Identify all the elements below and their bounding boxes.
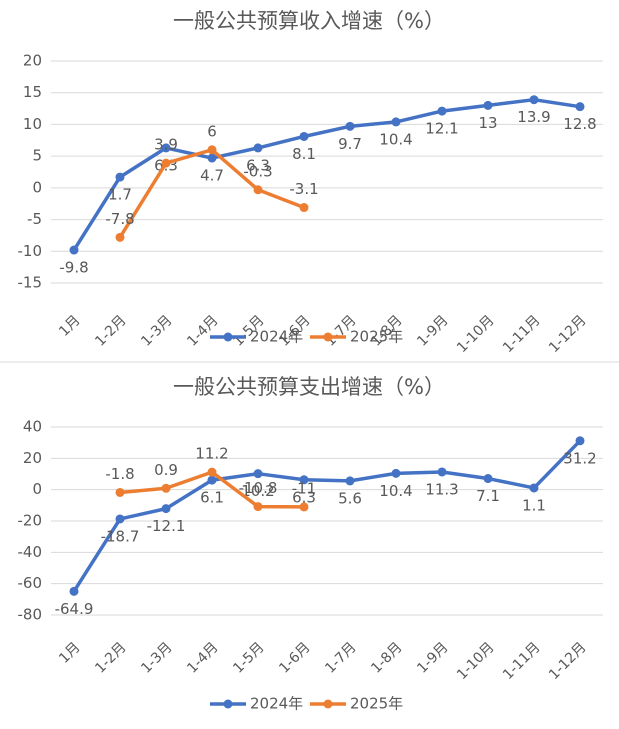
data-label: 12.1: [425, 120, 458, 138]
data-label: 11.3: [425, 480, 458, 498]
point: [483, 474, 493, 484]
chart-title: 一般公共预算收入增速（%）: [173, 9, 445, 33]
data-label: -64.9: [55, 600, 94, 618]
y-tick-label: -5: [27, 210, 42, 228]
y-tick-label: 0: [32, 178, 42, 196]
point: [115, 514, 125, 524]
point: [207, 475, 217, 485]
point: [391, 117, 401, 127]
data-label: -11: [292, 479, 317, 497]
y-tick-label: -15: [18, 274, 43, 292]
legend-marker: [323, 699, 333, 709]
data-label: 10.4: [379, 130, 412, 148]
legend-marker: [223, 699, 233, 709]
point: [253, 185, 263, 195]
point: [253, 502, 263, 512]
point: [437, 106, 447, 116]
point: [161, 143, 171, 153]
point: [253, 469, 263, 479]
legend-label: 2024年: [250, 328, 303, 346]
point: [161, 158, 171, 168]
point: [299, 475, 309, 485]
data-label: -9.8: [59, 259, 88, 277]
point: [115, 172, 125, 182]
y-tick-label: -80: [18, 606, 43, 624]
y-tick-label: 5: [32, 147, 42, 165]
point: [207, 467, 217, 477]
data-label: 6.3: [292, 488, 316, 506]
data-label: 13: [478, 114, 497, 132]
data-label: 6.1: [200, 489, 224, 507]
point: [207, 145, 217, 155]
data-label: -0.3: [243, 162, 272, 180]
chart-title: 一般公共预算支出增速（%）: [173, 375, 445, 399]
point: [161, 504, 171, 514]
point: [529, 95, 539, 105]
data-label: -3.1: [289, 180, 318, 198]
data-label: -7.8: [105, 210, 134, 228]
data-label: -1.8: [105, 465, 134, 483]
y-tick-label: 10: [23, 115, 42, 133]
data-label: 12.8: [563, 115, 596, 133]
data-label: -18.7: [101, 527, 140, 545]
y-tick-label: 15: [23, 83, 42, 101]
y-tick-label: -20: [18, 512, 43, 530]
point: [345, 121, 355, 131]
y-tick-label: 20: [23, 449, 42, 467]
point: [161, 483, 171, 493]
data-label: 5.6: [338, 489, 362, 507]
data-label: 7.1: [476, 487, 500, 505]
series-line: [72, 97, 581, 251]
legend-marker: [323, 332, 333, 342]
data-label: 4.7: [200, 167, 224, 185]
point: [253, 143, 263, 153]
legend-label: 2025年: [350, 695, 403, 713]
point: [437, 467, 447, 477]
point: [299, 203, 309, 213]
point: [299, 502, 309, 512]
data-label: 31.2: [563, 449, 596, 467]
y-tick-label: 40: [23, 418, 42, 436]
data-label: 6: [207, 122, 217, 140]
y-tick-label: -10: [18, 242, 43, 260]
legend-label: 2024年: [250, 695, 303, 713]
point: [299, 131, 309, 141]
data-label: 0.9: [154, 461, 178, 479]
point: [575, 102, 585, 112]
y-tick-label: 0: [32, 480, 42, 498]
point: [483, 100, 493, 110]
y-tick-label: -60: [18, 574, 43, 592]
y-tick-label: -40: [18, 543, 43, 561]
point: [345, 476, 355, 486]
point: [69, 586, 79, 596]
data-label: 9.7: [338, 135, 362, 153]
data-label: 1.7: [108, 186, 132, 204]
y-tick-label: 20: [23, 52, 42, 70]
point: [207, 153, 217, 163]
data-label: 11.2: [195, 445, 228, 463]
point: [575, 436, 585, 446]
legend-label: 2025年: [350, 328, 403, 346]
data-label: 3.9: [154, 136, 178, 154]
series-line: [72, 439, 582, 593]
data-label: 8.1: [292, 145, 316, 163]
data-label: -10.8: [239, 479, 278, 497]
point: [115, 487, 125, 497]
legend-marker: [223, 332, 233, 342]
point: [391, 468, 401, 478]
point: [529, 483, 539, 493]
data-label: -12.1: [147, 517, 186, 535]
data-label: 1.1: [522, 496, 546, 514]
data-label: 10.4: [379, 482, 412, 500]
data-label: 13.9: [517, 108, 550, 126]
data-label: 10.2: [241, 482, 274, 500]
point: [69, 245, 79, 255]
data-label: 6.3: [246, 156, 270, 174]
point: [115, 232, 125, 242]
